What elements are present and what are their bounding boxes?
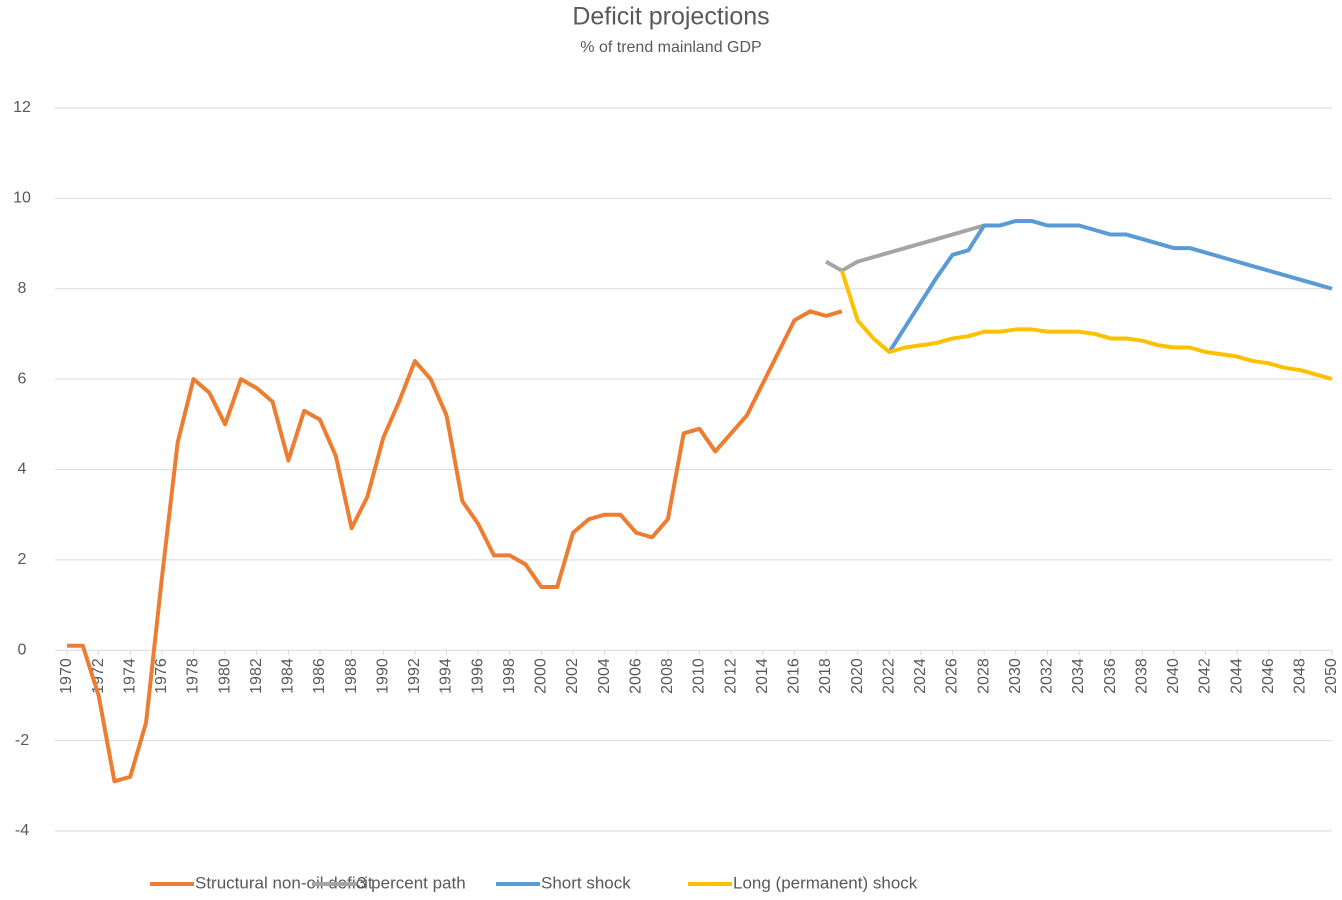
x-tick-label: 2040 bbox=[1165, 658, 1182, 694]
x-tick-label: 2044 bbox=[1228, 658, 1245, 694]
x-tick-label: 1990 bbox=[374, 658, 391, 694]
x-tick-label: 2002 bbox=[564, 658, 581, 694]
legend-label: 3 percent path bbox=[357, 873, 466, 892]
x-tick-label: 1998 bbox=[501, 658, 518, 694]
y-tick-label: 6 bbox=[18, 370, 27, 387]
x-tick-label: 2006 bbox=[627, 658, 644, 694]
x-tick-label: 2004 bbox=[596, 658, 613, 694]
x-tick-label: 2032 bbox=[1039, 658, 1056, 694]
x-tick-label: 1986 bbox=[311, 658, 328, 694]
x-tick-label: 1976 bbox=[153, 658, 170, 694]
x-tick-label: 1992 bbox=[406, 658, 423, 694]
y-tick-label: 4 bbox=[18, 461, 27, 478]
x-tick-label: 2022 bbox=[880, 658, 897, 694]
x-tick-label: 2010 bbox=[691, 658, 708, 694]
series-line bbox=[825, 223, 985, 273]
x-tick-label: 1982 bbox=[248, 658, 265, 694]
series-line bbox=[887, 218, 1333, 354]
chart-subtitle: % of trend mainland GDP bbox=[580, 39, 761, 56]
x-tick-label: 2016 bbox=[786, 658, 803, 694]
x-tick-label: 1996 bbox=[469, 658, 486, 694]
x-tick-label: 2036 bbox=[1102, 658, 1119, 694]
x-tick-label: 1978 bbox=[185, 658, 202, 694]
series-line bbox=[67, 309, 843, 784]
x-tick-label: 2046 bbox=[1260, 658, 1277, 694]
series-line bbox=[839, 270, 1333, 382]
y-tick-label: 2 bbox=[18, 551, 27, 568]
x-tick-label: 2020 bbox=[849, 658, 866, 694]
x-tick-label: 2042 bbox=[1197, 658, 1214, 694]
x-tick-label: 2050 bbox=[1323, 658, 1340, 694]
x-tick-label: 2038 bbox=[1133, 658, 1150, 694]
x-tick-label: 1984 bbox=[280, 658, 297, 694]
x-tick-label: 2034 bbox=[1070, 658, 1087, 694]
x-tick-label: 2008 bbox=[659, 658, 676, 694]
legend-label: Short shock bbox=[541, 873, 631, 892]
x-tick-label: 2014 bbox=[754, 658, 771, 694]
x-tick-label: 2028 bbox=[975, 658, 992, 694]
legend-label: Structural non-oil deficit bbox=[195, 873, 373, 892]
x-tick-label: 2026 bbox=[944, 658, 961, 694]
x-tick-label: 2012 bbox=[722, 658, 739, 694]
x-tick-label: 1974 bbox=[121, 658, 138, 694]
x-tick-label: 2000 bbox=[533, 658, 550, 694]
chart-title: Deficit projections bbox=[572, 3, 769, 31]
y-tick-label: 0 bbox=[18, 641, 27, 658]
y-tick-label: 12 bbox=[13, 99, 31, 116]
x-tick-label: 1988 bbox=[343, 658, 360, 694]
y-tick-label: 8 bbox=[18, 280, 27, 297]
y-tick-label: -2 bbox=[15, 732, 29, 749]
legend-label: Long (permanent) shock bbox=[733, 873, 918, 892]
y-tick-label: 10 bbox=[13, 190, 31, 207]
x-tick-label: 1980 bbox=[216, 658, 233, 694]
x-tick-label: 2030 bbox=[1007, 658, 1024, 694]
x-tick-label: 2048 bbox=[1292, 658, 1309, 694]
x-tick-label: 1994 bbox=[438, 658, 455, 694]
x-tick-label: 1970 bbox=[58, 658, 75, 694]
x-tick-label: 2024 bbox=[912, 658, 929, 694]
x-tick-label: 2018 bbox=[817, 658, 834, 694]
y-tick-label: -4 bbox=[15, 822, 29, 839]
